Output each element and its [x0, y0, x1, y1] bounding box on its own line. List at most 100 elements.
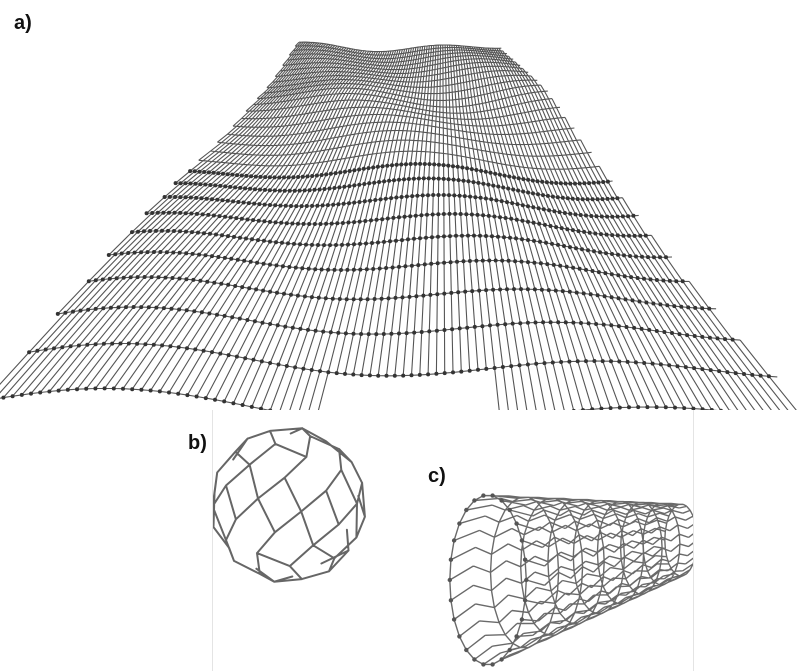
- graphene-atom: [86, 307, 91, 312]
- graphene-atom: [450, 327, 455, 332]
- graphene-atom: [453, 211, 458, 216]
- graphene-atom: [604, 251, 608, 256]
- graphene-atom: [322, 187, 327, 191]
- graphene-atom: [237, 316, 242, 321]
- graphene-atom: [347, 184, 352, 189]
- graphene-atom: [665, 303, 670, 308]
- graphene-atom: [207, 311, 212, 316]
- graphene-atom: [183, 195, 188, 200]
- graphene-atom: [549, 180, 554, 185]
- graphene-atom: [406, 237, 410, 242]
- graphene-atom: [580, 197, 585, 202]
- graphene-atom: [717, 369, 722, 374]
- graphene-atom: [324, 172, 329, 177]
- graphene-atom: [164, 250, 169, 255]
- graphene-atom: [244, 173, 249, 178]
- graphene-atom: [373, 198, 378, 202]
- graphene-atom: [502, 173, 507, 178]
- graphene-atom: [558, 263, 563, 268]
- graphene-atom: [344, 297, 349, 302]
- graphene-sheet-illustration: [0, 41, 797, 410]
- graphene-atom: [35, 348, 40, 353]
- graphene-atom: [484, 288, 489, 293]
- graphene-atom: [362, 199, 367, 204]
- graphene-atom: [572, 408, 576, 410]
- graphene-atom: [274, 263, 279, 268]
- graphene-atom: [93, 278, 98, 283]
- graphene-atom: [161, 306, 166, 311]
- graphene-atom: [507, 174, 512, 179]
- graphene-atom: [648, 277, 653, 282]
- graphene-atom: [470, 289, 475, 294]
- graphene-atom: [287, 188, 292, 193]
- graphene-atom: [160, 343, 165, 348]
- graphene-atom: [322, 243, 326, 248]
- graphene-atom: [208, 231, 212, 236]
- graphene-atom: [358, 297, 363, 302]
- graphene-atom: [319, 173, 324, 177]
- graphene-atom: [446, 177, 451, 182]
- graphene-atom: [203, 182, 208, 187]
- graphene-atom: [415, 193, 420, 198]
- graphene-atom: [292, 188, 297, 193]
- graphene-atom: [467, 259, 472, 263]
- graphene-atom: [352, 183, 357, 188]
- graphene-atom: [448, 260, 453, 265]
- graphene-bonds: [0, 41, 797, 410]
- graphene-atom: [580, 247, 584, 252]
- graphene-atom: [503, 216, 508, 220]
- graphene-atom: [563, 181, 568, 186]
- graphene-atom: [84, 386, 89, 391]
- graphene-atom: [418, 236, 422, 241]
- graphene-atom: [416, 263, 421, 268]
- graphene-atom: [588, 292, 593, 297]
- graphene-atom: [605, 214, 610, 219]
- graphene-atom: [143, 342, 148, 347]
- graphene-atom: [177, 250, 182, 255]
- graphene-atom: [617, 359, 622, 364]
- graphene-atom: [472, 233, 476, 238]
- nanotube-atom: [507, 507, 512, 513]
- graphene-atom: [654, 329, 659, 333]
- graphene-atom: [499, 199, 504, 204]
- graphene-atom: [310, 203, 315, 208]
- graphene-atom: [390, 163, 394, 168]
- graphene-atom: [512, 287, 516, 292]
- graphene-atom: [351, 372, 356, 377]
- graphene-atom: [536, 192, 540, 197]
- graphene-atom: [332, 186, 337, 190]
- graphene-atom: [309, 368, 314, 372]
- graphene-atom: [184, 308, 189, 313]
- graphene-atom: [634, 254, 638, 259]
- graphene-atom: [1, 395, 6, 400]
- graphene-atom: [457, 326, 462, 331]
- graphene-atom: [436, 176, 441, 181]
- graphene-atom: [131, 305, 136, 309]
- graphene-atom: [674, 279, 679, 284]
- graphene-atom: [682, 406, 687, 410]
- graphene-atom: [498, 215, 502, 220]
- graphene-atom: [541, 320, 546, 325]
- graphene-atom: [506, 186, 511, 191]
- graphene-atom: [351, 331, 356, 336]
- graphene-atom: [110, 341, 115, 346]
- nanotube-atom: [490, 493, 495, 498]
- graphene-atom: [106, 253, 111, 257]
- graphene-atom: [277, 175, 282, 180]
- graphene-atom: [300, 174, 305, 179]
- nanotube-atom: [457, 634, 462, 639]
- graphene-atom: [267, 175, 272, 180]
- graphene-atom: [629, 275, 634, 280]
- graphene-atom: [173, 195, 178, 199]
- graphene-atom: [293, 365, 298, 370]
- nanotube-atom: [522, 598, 528, 603]
- graphene-atom: [505, 200, 509, 205]
- graphene-atom: [483, 169, 488, 174]
- graphene-atom: [554, 181, 559, 185]
- graphene-atom: [211, 170, 216, 175]
- graphene-atom: [199, 196, 204, 201]
- graphene-atom: [544, 240, 548, 245]
- graphene-atom: [692, 366, 697, 371]
- graphene-atom: [352, 168, 357, 173]
- graphene-atom: [430, 235, 434, 240]
